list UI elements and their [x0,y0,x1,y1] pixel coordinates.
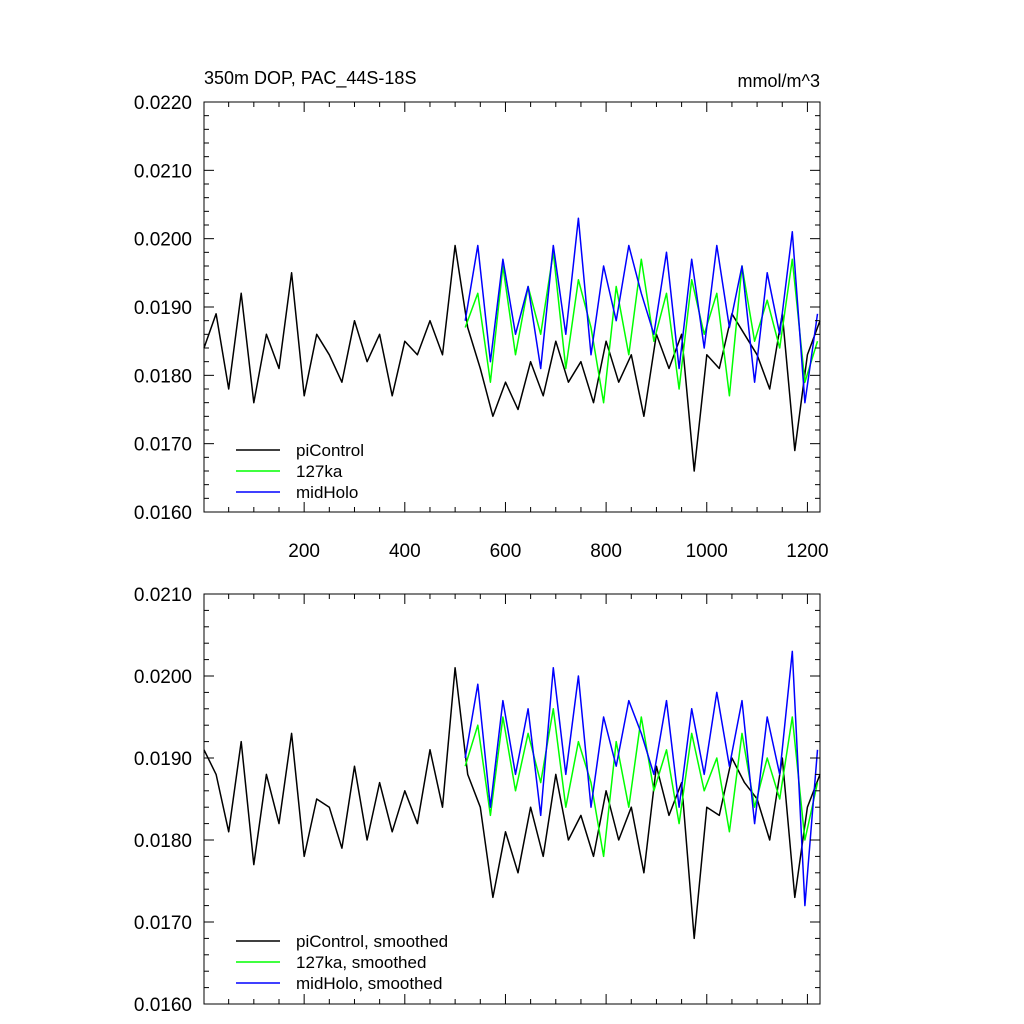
x-tick-label: 1000 [686,541,728,562]
chart-title: 350m DOP, PAC_44S-18S [204,68,416,89]
legend-label-picontrol-smoothed: piControl, smoothed [296,932,448,951]
series-line-127ka-smoothed [464,708,819,858]
bottom-axes: 0.0160 0.0170 0.0180 0.0190 0.0200 0.0210 [134,585,820,1016]
y-tick-label: 0.0180 [134,366,192,387]
x-tick-label: 200 [288,541,320,562]
series-line-picontrol [203,244,821,472]
x-tick-label: 800 [590,541,622,562]
y-tick-label: 0.0190 [134,749,192,770]
series-line-picontrol-smoothed [203,667,821,940]
y-tick-label: 0.0170 [134,435,192,456]
y-tick-label: 0.0180 [134,831,192,852]
y-tick-label: 0.0200 [134,667,192,688]
y-tick-label: 0.0210 [134,161,192,182]
bottom-series-lines [203,650,821,940]
legend-label-127ka: 127ka [296,462,343,481]
bottom-panel: 0.0160 0.0170 0.0180 0.0190 0.0200 0.0210 piC… [134,585,821,1016]
x-tick-label: 400 [389,541,421,562]
bottom-legend: piControl, smoothed 127ka, smoothed midH… [236,932,448,993]
top-axes: 0.0160 0.0170 0.0180 0.0190 0.0200 0.0210 0.02… [134,93,829,562]
top-series-lines [203,217,821,472]
y-tick-label: 0.0160 [134,503,192,524]
top-panel: 350m DOP, PAC_44S-18S mmol/m^3 0.01600.0… [134,68,829,562]
y-tick-label: 0.0200 [134,230,192,251]
units-label: mmol/m^3 [738,71,820,91]
legend-label-midholo: midHolo [296,483,358,502]
legend-label-midholo-smoothed: midHolo, smoothed [296,974,442,993]
y-tick-label: 0.0220 [134,93,192,114]
top-legend: piControl 127ka midHolo [236,441,364,502]
series-line-midholo-smoothed [464,650,819,907]
legend-label-127ka-smoothed: 127ka, smoothed [296,953,426,972]
top-plot-frame [203,101,821,513]
x-tick-label: 1200 [786,541,828,562]
series-line-midholo [464,217,819,404]
x-tick-label: 600 [490,541,522,562]
y-tick-label: 0.0160 [134,995,192,1016]
series-line-127ka [464,251,819,404]
y-tick-label: 0.0170 [134,913,192,934]
legend-label-picontrol: piControl [296,441,364,460]
bottom-plot-frame [203,593,821,1005]
y-tick-label: 0.0210 [134,585,192,606]
y-tick-label: 0.0190 [134,298,192,319]
